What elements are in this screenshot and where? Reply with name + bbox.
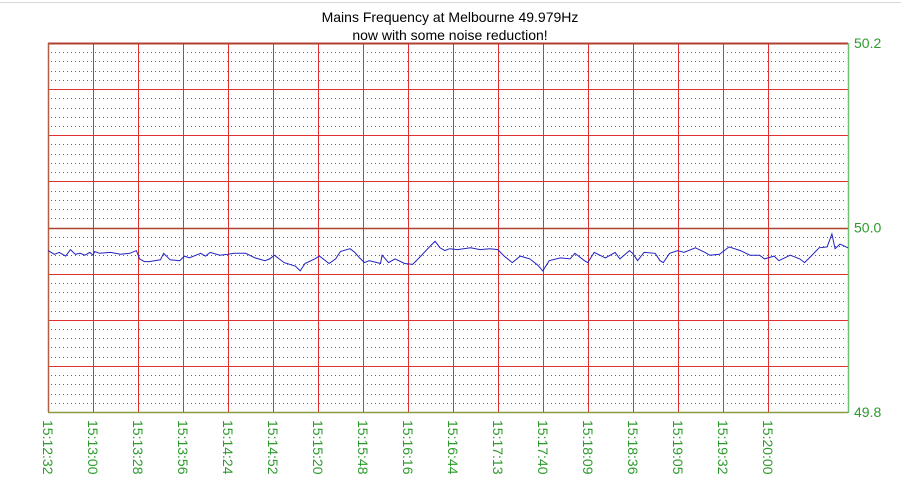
y-tick-label: 49.8 bbox=[854, 404, 881, 420]
x-tick-label: 15:17:40 bbox=[535, 420, 551, 475]
x-tick-label: 15:16:16 bbox=[400, 420, 416, 475]
x-tick-label: 15:13:00 bbox=[85, 420, 101, 475]
x-tick-label: 15:18:36 bbox=[625, 420, 641, 475]
plot-area bbox=[47, 232, 849, 272]
x-tick-label: 15:15:48 bbox=[355, 420, 371, 475]
x-tick-label: 15:13:56 bbox=[175, 420, 191, 475]
x-axis-labels: 15:12:32 15:13:00 15:13:28 15:13:56 15:14:24… bbox=[40, 420, 776, 475]
chart-title: Mains Frequency at Melbourne 49.979Hz bbox=[322, 9, 579, 25]
x-tick-label: 15:13:28 bbox=[130, 420, 146, 475]
chart-subtitle: now with some noise reduction! bbox=[352, 27, 547, 43]
grid bbox=[47, 42, 850, 414]
x-tick-label: 15:20:00 bbox=[760, 420, 776, 475]
x-tick-label: 15:17:13 bbox=[490, 420, 506, 475]
frequency-line bbox=[47, 232, 849, 272]
x-tick-label: 15:16:44 bbox=[445, 420, 461, 475]
x-tick-label: 15:19:32 bbox=[715, 420, 731, 475]
x-tick-label: 15:14:24 bbox=[220, 420, 236, 475]
x-tick-label: 15:14:52 bbox=[265, 420, 281, 475]
y-tick-label: 50.2 bbox=[854, 35, 881, 51]
page-top-divider bbox=[0, 2, 901, 3]
y-axis-labels: 50.2 50.0 49.8 bbox=[854, 35, 881, 420]
y-tick-label: 50.0 bbox=[854, 220, 881, 236]
x-tick-label: 15:12:32 bbox=[40, 420, 56, 475]
x-tick-label: 15:18:09 bbox=[580, 420, 596, 475]
x-tick-label: 15:19:05 bbox=[670, 420, 686, 475]
x-tick-label: 15:15:20 bbox=[310, 420, 326, 475]
